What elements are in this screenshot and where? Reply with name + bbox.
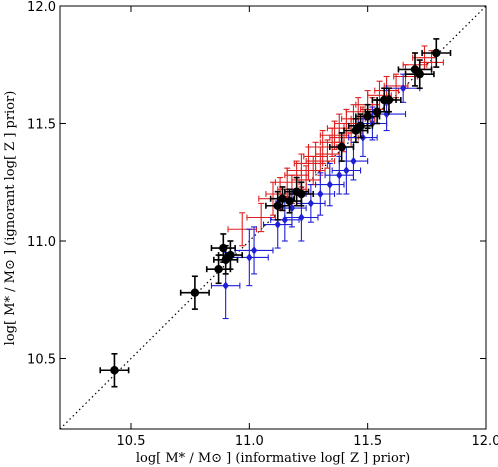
data-point xyxy=(432,48,441,58)
data-point xyxy=(336,171,343,180)
data-point xyxy=(222,281,229,290)
data-point xyxy=(273,201,282,210)
data-point xyxy=(356,121,365,131)
series-0 xyxy=(99,38,452,388)
y-tick-label: 11.5 xyxy=(27,118,56,133)
data-point xyxy=(110,366,119,375)
data-point xyxy=(285,196,294,206)
axis-ticks: 10.5 11.0 11.5 12.0 10.5 11.0 11.5 12.0 xyxy=(27,0,498,449)
y-axis-label: log[ M* / M⊙ ] (ignorant log[ Z ] prior) xyxy=(3,91,18,346)
plot-frame xyxy=(59,5,487,430)
x-tick-label: 11.5 xyxy=(353,434,382,449)
data-point xyxy=(214,265,223,274)
data-point xyxy=(350,156,357,166)
x-tick-label: 10.5 xyxy=(117,434,146,449)
chart-marks xyxy=(59,5,487,430)
data-point xyxy=(326,180,333,189)
data-point xyxy=(298,213,305,222)
data-point xyxy=(246,253,253,262)
y-tick-label: 11.0 xyxy=(27,235,56,250)
data-point xyxy=(226,250,235,260)
data-point xyxy=(190,288,200,297)
data-point xyxy=(307,199,315,208)
data-point xyxy=(372,107,382,116)
data-point xyxy=(274,220,281,229)
x-tick-label: 11.0 xyxy=(235,434,264,449)
x-axis-label: log[ M* / M⊙ ] (informative log[ Z ] pri… xyxy=(136,451,410,466)
data-point xyxy=(250,246,258,255)
y-tick-label: 12.0 xyxy=(27,0,56,15)
data-point xyxy=(337,142,346,152)
x-tick-label: 12.0 xyxy=(472,434,498,449)
y-tick-label: 10.5 xyxy=(27,353,56,368)
data-point xyxy=(384,95,394,105)
data-point xyxy=(399,84,407,93)
data-point xyxy=(317,189,324,199)
data-point xyxy=(343,166,350,175)
series-1 xyxy=(227,45,444,247)
data-point xyxy=(297,189,306,199)
data-point xyxy=(415,69,424,79)
